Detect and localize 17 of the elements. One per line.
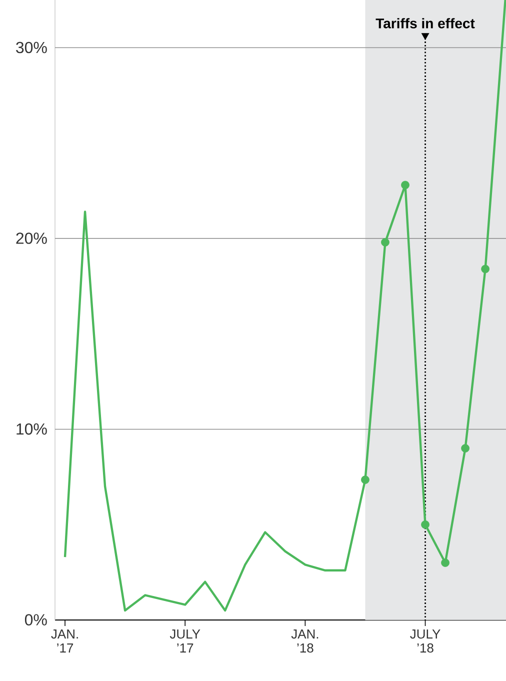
y-tick-label: 10% [16,423,47,435]
x-tick-label: JULY ’18 [410,630,440,653]
point [361,476,370,484]
x-tick-label: JULY ’17 [170,630,200,652]
y-tick-label: 0% [24,614,47,626]
y-tick-label: 20% [16,232,47,244]
point [441,558,450,567]
point [461,444,470,452]
point [401,180,410,190]
point [381,238,390,246]
point [421,520,430,529]
point [481,264,490,274]
line-series [64,0,506,612]
ref-line-label: Tariffs in effect [376,18,475,28]
y-tick-label: 30% [16,42,47,54]
x-tick-label: JAN. ’17 [51,630,78,652]
x-tick-label: JAN. ’18 [291,630,318,653]
